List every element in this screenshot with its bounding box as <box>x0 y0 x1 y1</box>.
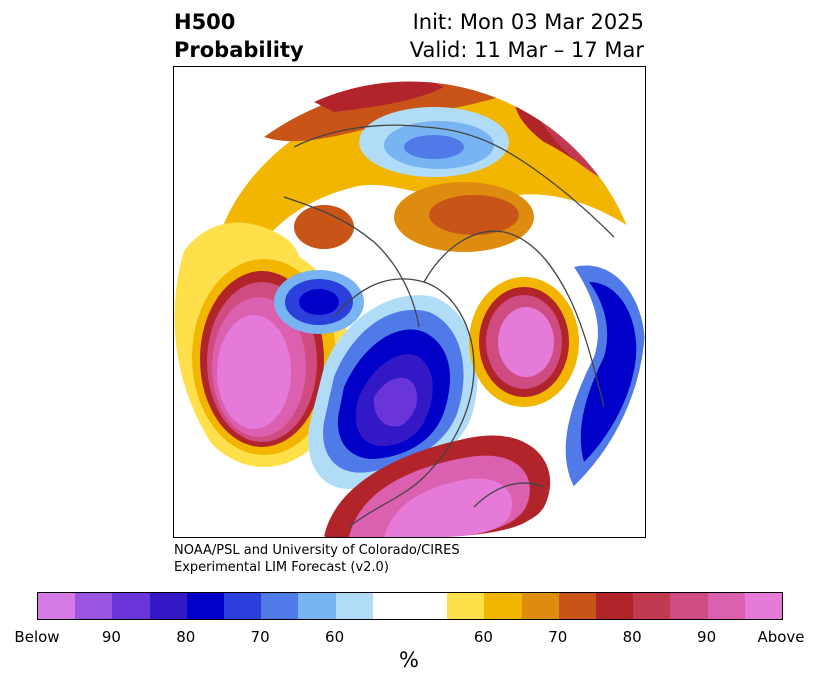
colorbar-tick-label: 90 <box>101 628 121 646</box>
colorbar-tick-label: Above <box>757 628 805 646</box>
forecast-dates: Init: Mon 03 Mar 2025 Valid: 11 Mar – 17… <box>410 8 644 64</box>
colorbar-above-segment <box>596 593 634 619</box>
colorbar-below-segment <box>298 593 336 619</box>
colorbar-below-segment <box>224 593 262 619</box>
colorbar-below-segment <box>261 593 299 619</box>
colorbar-above-segment <box>744 593 783 619</box>
colorbar-tick-label: 70 <box>250 628 270 646</box>
colorbar-above-segment <box>670 593 708 619</box>
colorbar-neutral-segment <box>372 593 448 619</box>
polar-map <box>173 66 646 538</box>
init-date: Init: Mon 03 Mar 2025 <box>412 10 644 34</box>
colorbar-tick-label: 60 <box>473 628 493 646</box>
valid-range: Valid: 11 Mar – 17 Mar <box>409 38 644 62</box>
variable-label: H500 <box>174 10 236 34</box>
credit-line-1: NOAA/PSL and University of Colorado/CIRE… <box>174 543 460 558</box>
colorbar-above-segment <box>484 593 522 619</box>
colorbar-below-segment <box>112 593 150 619</box>
map-title: H500 Probability <box>174 8 304 64</box>
colorbar-above-segment <box>447 593 485 619</box>
colorbar-below-segment <box>149 593 187 619</box>
colorbar-above-segment <box>633 593 671 619</box>
colorbar-below-segment <box>335 593 373 619</box>
colorbar-tick-label: 90 <box>697 628 717 646</box>
colorbar-below-segment <box>186 593 225 619</box>
colorbar-tick-label: Below <box>14 628 60 646</box>
colorbar-tick-label: 60 <box>325 628 345 646</box>
credit-line-2: Experimental LIM Forecast (v2.0) <box>174 560 389 575</box>
colorbar-below-segment <box>38 593 76 619</box>
colorbar <box>37 592 783 620</box>
colorbar-above-segment <box>707 593 745 619</box>
colorbar-above-segment <box>558 593 597 619</box>
colorbar-below-segment <box>75 593 113 619</box>
quantity-label: Probability <box>174 38 304 62</box>
colorbar-above-segment <box>521 593 559 619</box>
colorbar-unit: % <box>399 648 419 672</box>
colorbar-tick-label: 70 <box>548 628 568 646</box>
colorbar-tick-label: 80 <box>176 628 196 646</box>
colorbar-tick-label: 80 <box>622 628 642 646</box>
probability-map-svg <box>174 80 645 537</box>
credit-text: NOAA/PSL and University of Colorado/CIRE… <box>174 542 460 576</box>
